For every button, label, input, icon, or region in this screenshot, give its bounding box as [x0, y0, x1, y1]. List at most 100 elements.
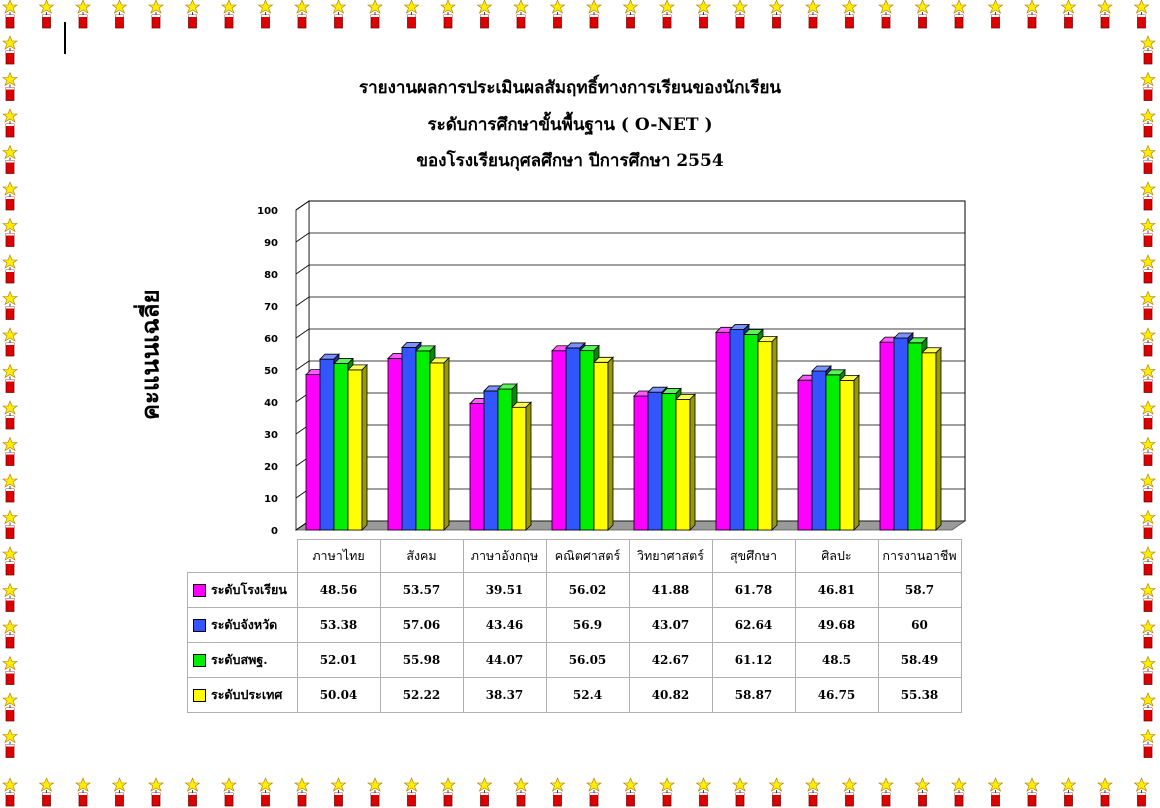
firecracker-icon — [1140, 619, 1156, 649]
firecracker-icon — [330, 0, 347, 29]
firecracker-icon — [659, 777, 675, 807]
data-label: 61.78 — [711, 572, 796, 608]
firecracker-icon — [1133, 0, 1150, 29]
firecracker-icon — [2, 327, 18, 357]
data-table: ภาษาไทย สังคม ภาษาอังกฤษ คณิตศาสตร์ วิทยาศาส… — [187, 539, 962, 713]
firecracker-icon — [1140, 144, 1156, 174]
bar — [429, 356, 450, 531]
firecracker-icon — [987, 0, 1004, 29]
bar — [757, 335, 778, 531]
bar — [921, 346, 942, 531]
firecracker-icon — [148, 777, 164, 807]
data-label: 42.67 — [628, 642, 713, 678]
firecracker-icon — [184, 0, 201, 29]
firecracker-icon — [221, 777, 237, 807]
table-row: ระดับจังหวัด 53.38 57.06 43.46 56.9 43.07 62.6… — [187, 607, 962, 643]
legend-entry: ระดับประเทศ — [187, 677, 298, 713]
bar — [511, 401, 532, 531]
firecracker-icon — [768, 777, 785, 807]
firecracker-icon — [1060, 777, 1077, 807]
data-label: 50.04 — [296, 677, 381, 713]
firecracker-icon — [1097, 777, 1113, 807]
firecracker-icon — [2, 692, 18, 722]
data-label: 43.46 — [462, 607, 547, 643]
firecracker-icon — [257, 777, 274, 807]
firecracker-icon — [2, 181, 18, 211]
firecracker-icon — [732, 777, 748, 807]
firecracker-icon — [75, 777, 91, 807]
firecracker-icon — [2, 655, 18, 685]
firecracker-icon — [2, 71, 18, 101]
firecracker-icon — [586, 777, 602, 807]
firecracker-icon — [695, 777, 712, 807]
firecracker-icon — [440, 0, 456, 29]
data-label: 49.68 — [794, 607, 879, 643]
firecracker-icon — [294, 777, 310, 807]
data-label: 56.9 — [545, 607, 630, 643]
firecracker-icon — [1140, 728, 1156, 758]
text-cursor — [64, 22, 66, 54]
data-label: 55.38 — [877, 677, 962, 713]
legend-label: ระดับโรงเรียน — [211, 582, 287, 597]
firecracker-icon — [2, 363, 18, 393]
legend-label: ระดับประเทศ — [211, 687, 283, 702]
firecracker-icon — [1140, 400, 1156, 430]
firecracker-icon — [2, 400, 18, 430]
y-tick-label: 80 — [264, 270, 278, 281]
category-label: การงานอาชีพ — [877, 539, 962, 573]
firecracker-icon — [513, 777, 529, 807]
firecracker-icon — [476, 0, 493, 29]
bar — [347, 363, 368, 531]
firecracker-icon — [805, 0, 821, 29]
firecracker-icon — [951, 777, 967, 807]
firecracker-icon — [294, 0, 310, 29]
firecracker-icon — [2, 217, 18, 247]
data-label: 58.87 — [711, 677, 796, 713]
y-tick-label: 20 — [264, 462, 278, 473]
firecracker-icon — [476, 777, 493, 807]
data-label: 46.81 — [794, 572, 879, 608]
legend-label: ระดับจังหวัด — [211, 617, 278, 632]
firecracker-icon — [1140, 546, 1156, 576]
firecracker-icon — [148, 0, 164, 29]
firecracker-icon — [2, 0, 18, 29]
firecracker-icon — [2, 509, 18, 539]
firecracker-icon — [513, 0, 529, 29]
y-tick-label: 70 — [264, 302, 278, 313]
firecracker-icon — [1140, 363, 1156, 393]
data-label: 39.51 — [462, 572, 547, 608]
legend-swatch — [193, 689, 206, 702]
data-label: 61.12 — [711, 642, 796, 678]
data-label: 52.22 — [379, 677, 464, 713]
y-tick-label: 50 — [264, 366, 278, 377]
firecracker-icon — [403, 0, 420, 29]
firecracker-icon — [1140, 71, 1156, 101]
y-tick-label: 100 — [257, 206, 278, 217]
firecracker-icon — [1140, 181, 1156, 211]
data-label: 62.64 — [711, 607, 796, 643]
firecracker-icon — [111, 0, 128, 29]
firecracker-icon — [1140, 290, 1156, 320]
category-label: สุขศึกษา — [711, 539, 796, 573]
category-label: วิทยาศาสตร์ — [628, 539, 713, 573]
y-tick-label: 10 — [264, 494, 278, 505]
firecracker-icon — [1140, 217, 1156, 247]
firecracker-icon — [805, 777, 821, 807]
firecracker-icon — [1140, 509, 1156, 539]
firecracker-icon — [732, 0, 748, 29]
firecracker-icon — [549, 777, 566, 807]
data-label: 52.01 — [296, 642, 381, 678]
firecracker-icon — [878, 0, 894, 29]
firecracker-icon — [1060, 0, 1077, 29]
data-label: 41.88 — [628, 572, 713, 608]
bar — [593, 356, 614, 531]
firecracker-icon — [330, 777, 347, 807]
report-title-line-2: ระดับการศึกษาขั้นพื้นฐาน ( O-NET ) — [427, 115, 713, 135]
firecracker-icon — [841, 0, 858, 29]
firecracker-icon — [2, 35, 18, 65]
firecracker-icon — [586, 0, 602, 29]
firecracker-icon — [111, 777, 128, 807]
data-label: 46.75 — [794, 677, 879, 713]
data-label: 58.7 — [877, 572, 962, 608]
